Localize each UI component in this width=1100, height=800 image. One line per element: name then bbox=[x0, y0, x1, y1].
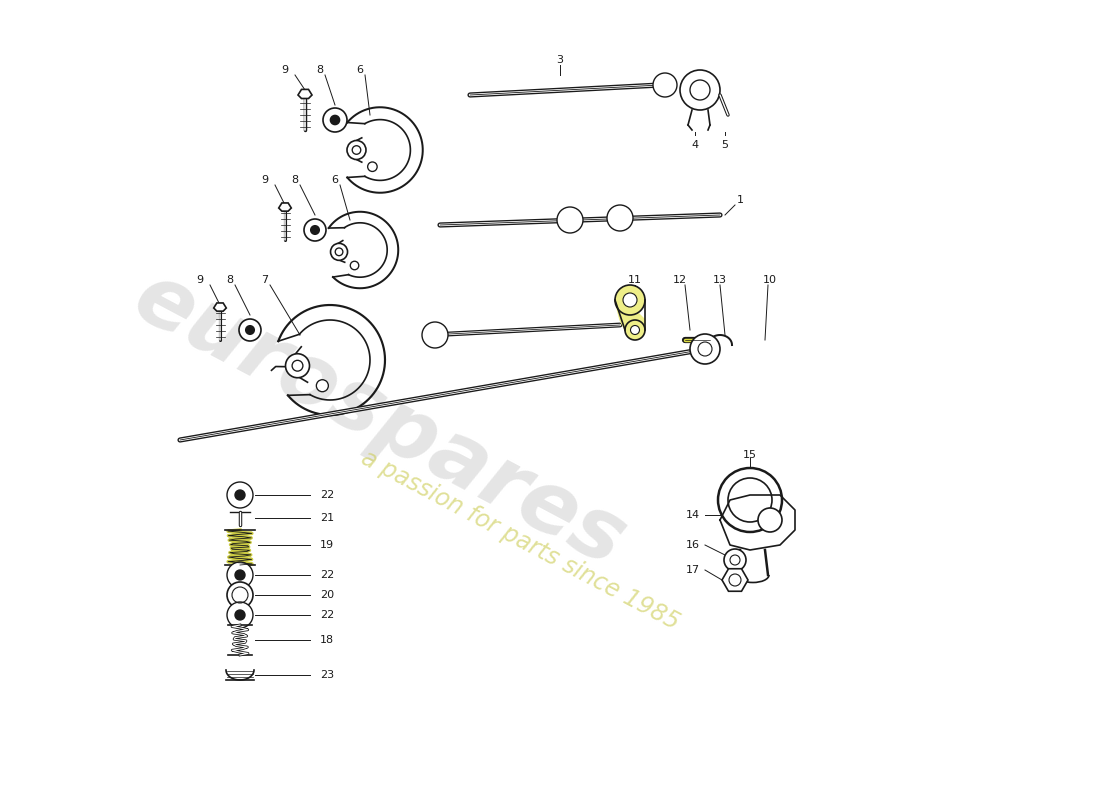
Text: 1: 1 bbox=[737, 195, 744, 205]
Circle shape bbox=[235, 610, 245, 620]
Circle shape bbox=[718, 468, 782, 532]
Circle shape bbox=[623, 293, 637, 307]
Circle shape bbox=[346, 141, 366, 159]
Circle shape bbox=[724, 549, 746, 571]
Text: 8: 8 bbox=[227, 275, 233, 285]
Circle shape bbox=[304, 219, 326, 241]
Polygon shape bbox=[720, 495, 795, 550]
Circle shape bbox=[367, 162, 377, 171]
Text: 8: 8 bbox=[317, 65, 323, 75]
Text: 3: 3 bbox=[557, 55, 563, 65]
Text: 13: 13 bbox=[713, 275, 727, 285]
Text: 20: 20 bbox=[320, 590, 334, 600]
Circle shape bbox=[615, 285, 645, 315]
Circle shape bbox=[293, 360, 303, 371]
Circle shape bbox=[330, 243, 348, 260]
Text: 8: 8 bbox=[292, 175, 298, 185]
Polygon shape bbox=[278, 203, 292, 211]
Text: 22: 22 bbox=[320, 610, 334, 620]
Circle shape bbox=[630, 326, 639, 334]
Text: 15: 15 bbox=[742, 450, 757, 460]
Text: 10: 10 bbox=[763, 275, 777, 285]
Text: 12: 12 bbox=[673, 275, 688, 285]
Circle shape bbox=[286, 354, 309, 378]
Circle shape bbox=[227, 582, 253, 608]
Circle shape bbox=[227, 602, 253, 628]
Circle shape bbox=[317, 380, 328, 392]
Text: 7: 7 bbox=[262, 275, 268, 285]
Circle shape bbox=[235, 490, 245, 500]
Circle shape bbox=[245, 326, 254, 334]
Circle shape bbox=[625, 320, 645, 340]
Circle shape bbox=[239, 319, 261, 341]
Text: 14: 14 bbox=[686, 510, 700, 520]
Text: 17: 17 bbox=[686, 565, 700, 575]
Circle shape bbox=[227, 562, 253, 588]
Circle shape bbox=[323, 108, 346, 132]
Polygon shape bbox=[298, 90, 312, 98]
Circle shape bbox=[607, 205, 632, 231]
Circle shape bbox=[680, 70, 720, 110]
Text: 4: 4 bbox=[692, 140, 698, 150]
Circle shape bbox=[235, 570, 245, 580]
Polygon shape bbox=[213, 303, 227, 311]
Text: 23: 23 bbox=[320, 670, 334, 680]
Circle shape bbox=[690, 334, 721, 364]
Text: 6: 6 bbox=[331, 175, 339, 185]
Circle shape bbox=[758, 508, 782, 532]
Circle shape bbox=[557, 207, 583, 233]
Polygon shape bbox=[722, 569, 748, 591]
Text: 9: 9 bbox=[282, 65, 288, 75]
Circle shape bbox=[352, 146, 361, 154]
Text: 9: 9 bbox=[197, 275, 204, 285]
Circle shape bbox=[227, 482, 253, 508]
Text: eurospares: eurospares bbox=[120, 255, 640, 585]
Text: 16: 16 bbox=[686, 540, 700, 550]
Text: 22: 22 bbox=[320, 490, 334, 500]
Text: 6: 6 bbox=[356, 65, 363, 75]
Text: a passion for parts since 1985: a passion for parts since 1985 bbox=[356, 446, 683, 634]
Circle shape bbox=[653, 73, 676, 97]
Text: 11: 11 bbox=[628, 275, 642, 285]
Text: 18: 18 bbox=[320, 635, 334, 645]
Polygon shape bbox=[615, 300, 645, 330]
Text: 19: 19 bbox=[320, 540, 334, 550]
Circle shape bbox=[336, 248, 343, 256]
Circle shape bbox=[330, 115, 340, 125]
Text: 5: 5 bbox=[722, 140, 728, 150]
Circle shape bbox=[350, 262, 359, 270]
Text: 21: 21 bbox=[320, 513, 334, 523]
Text: 2: 2 bbox=[616, 295, 624, 305]
Circle shape bbox=[422, 322, 448, 348]
Text: 22: 22 bbox=[320, 570, 334, 580]
Text: 9: 9 bbox=[262, 175, 268, 185]
Circle shape bbox=[311, 226, 319, 234]
Polygon shape bbox=[226, 670, 254, 680]
